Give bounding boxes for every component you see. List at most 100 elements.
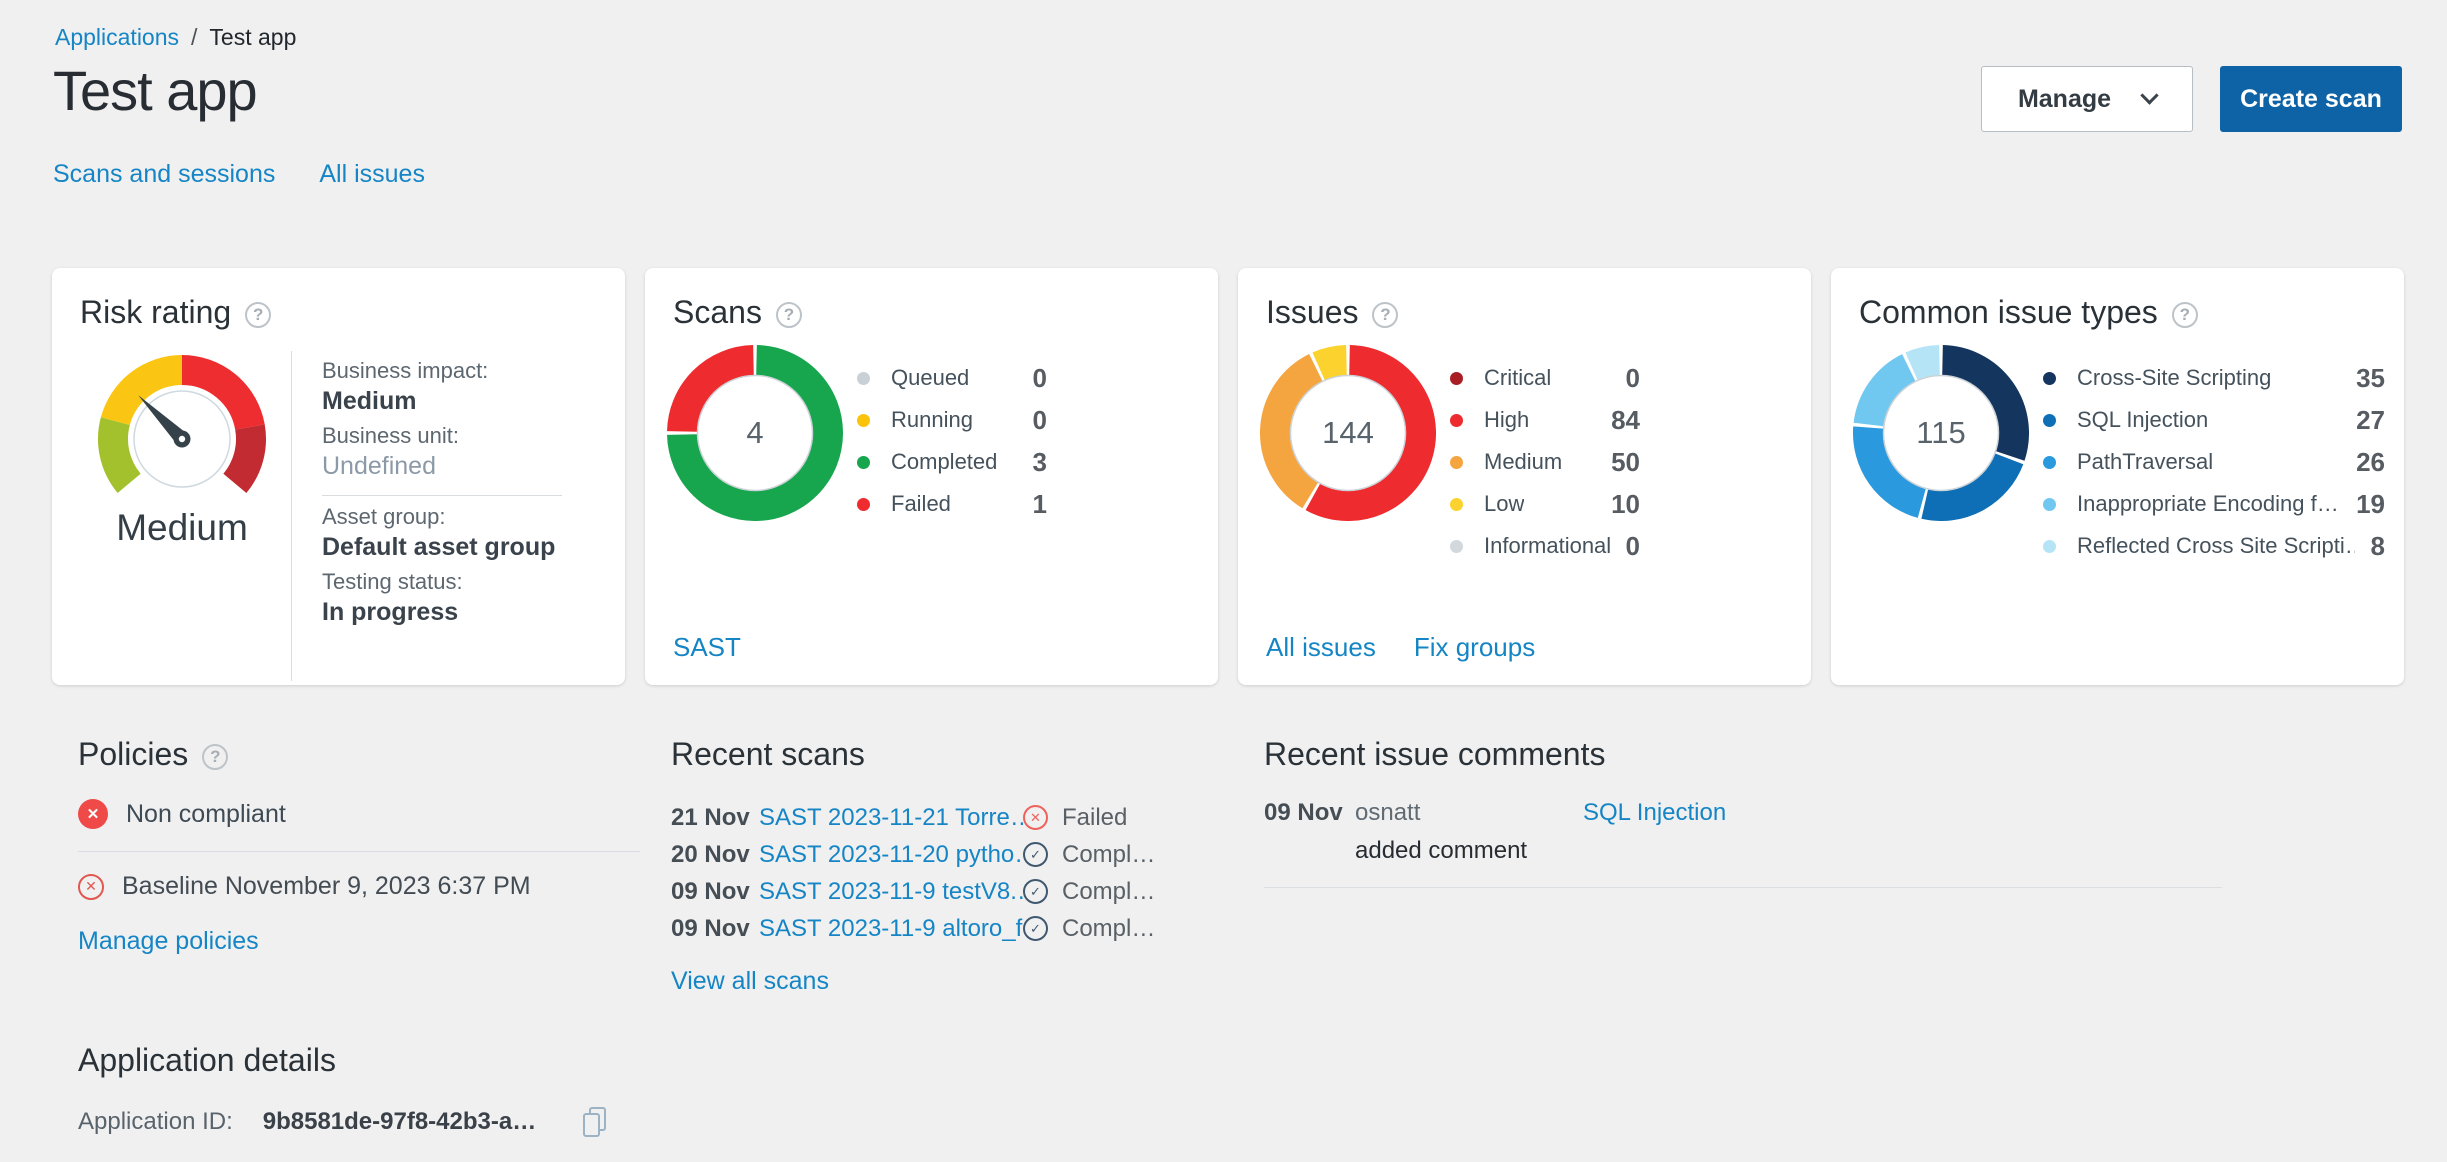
divider [1264, 887, 2222, 888]
policy-status: Non compliant [78, 799, 640, 852]
policy-baseline: Baseline November 9, 2023 6:37 PM [78, 872, 640, 901]
medium-dot [1450, 455, 1463, 469]
failed-status-icon [1023, 805, 1048, 830]
business-impact-label: Business impact: [322, 358, 489, 383]
risk-rating-title: Risk rating [80, 294, 232, 330]
common-issue-types-title: Common issue types [1859, 294, 2158, 330]
help-icon[interactable] [202, 743, 229, 770]
policies-section: Policies Non compliant Baseline November… [78, 736, 640, 956]
legend-row: Inappropriate Encoding f… 19 [2043, 483, 2385, 525]
legend-row: PathTraversal 26 [2043, 441, 2385, 483]
help-icon[interactable] [245, 301, 272, 328]
application-id-value: 9b8581de-97f8-42b3-a… [262, 1108, 537, 1135]
scan-row: 21 Nov SAST 2023-11-21 Torre… Failed [671, 799, 1219, 836]
policies-title: Policies [78, 736, 189, 772]
page-nav: Scans and sessions All issues [53, 160, 425, 189]
scan-row: 09 Nov SAST 2023-11-9 altoro_f… Compl… [671, 910, 1219, 947]
risk-info: Business impact: Medium Business unit: U… [291, 351, 562, 681]
scans-and-sessions-link[interactable]: Scans and sessions [53, 160, 276, 188]
informational-dot [1450, 539, 1463, 553]
high-dot [1450, 413, 1463, 427]
testing-status-value: In progress [322, 598, 459, 626]
issues-title: Issues [1266, 294, 1359, 330]
legend-row: Failed 1 [857, 483, 1047, 525]
manage-button[interactable]: Manage [1981, 66, 2193, 132]
sql-injection-dot [2043, 413, 2056, 427]
path-traversal-dot [2043, 455, 2056, 469]
low-dot [1450, 497, 1463, 511]
scan-link[interactable]: SAST 2023-11-9 altoro_f… [759, 914, 1023, 942]
completed-status-icon [1023, 842, 1048, 867]
fix-groups-link[interactable]: Fix groups [1413, 632, 1536, 662]
page-title: Test app [53, 59, 258, 122]
chevron-down-icon [2140, 85, 2159, 105]
non-compliant-icon [78, 799, 108, 829]
common-issue-types-card: Common issue types 115 Cross-Site Script… [1831, 268, 2404, 685]
scan-row: 09 Nov SAST 2023-11-9 testV8.… Compl… [671, 873, 1219, 910]
legend-row: SQL Injection 27 [2043, 399, 2385, 441]
business-unit-label: Business unit: [322, 423, 459, 448]
queued-dot [857, 371, 870, 385]
baseline-failed-icon [78, 873, 104, 900]
reflected-xss-dot [2043, 539, 2056, 553]
view-all-scans-link[interactable]: View all scans [671, 967, 829, 995]
scans-title: Scans [673, 294, 762, 330]
types-total: 115 [1916, 415, 1966, 450]
legend-row: Medium 50 [1450, 441, 1640, 483]
issues-donut-chart: 144 [1260, 345, 1436, 521]
testing-status-label: Testing status: [322, 569, 463, 594]
breadcrumb-current: Test app [209, 24, 297, 50]
copy-icon[interactable] [580, 1105, 610, 1139]
all-issues-card-link[interactable]: All issues [1266, 632, 1376, 662]
asset-group-value: Default asset group [322, 533, 556, 561]
create-scan-button-label: Create scan [2240, 84, 2382, 113]
help-icon[interactable] [1372, 301, 1399, 328]
risk-gauge-label: Medium [116, 507, 248, 548]
issues-legend: Critical 0 High 84 Medium 50 [1450, 357, 1640, 567]
scans-card: Scans 4 Queued 0 Running 0 [645, 268, 1218, 685]
sast-link[interactable]: SAST [673, 632, 741, 662]
risk-gauge: Medium [80, 345, 291, 681]
completed-status-icon [1023, 916, 1048, 941]
application-id-label: Application ID: [78, 1108, 233, 1135]
recent-scans-section: Recent scans 21 Nov SAST 2023-11-21 Torr… [671, 736, 1219, 996]
help-icon[interactable] [2171, 301, 2198, 328]
breadcrumb: Applications / Test app [55, 24, 296, 51]
application-details-title: Application details [78, 1042, 336, 1078]
help-icon[interactable] [775, 301, 802, 328]
comment-action: added comment [1355, 837, 1528, 864]
asset-group-label: Asset group: [322, 504, 446, 529]
comment-user: osnatt [1355, 799, 1421, 826]
scan-row: 20 Nov SAST 2023-11-20 pytho… Compl… [671, 836, 1219, 873]
issues-total: 144 [1322, 415, 1374, 450]
types-legend: Cross-Site Scripting 35 SQL Injection 27… [2043, 357, 2385, 567]
legend-row: Critical 0 [1450, 357, 1640, 399]
scan-link[interactable]: SAST 2023-11-21 Torre… [759, 803, 1023, 831]
comment-issue-link[interactable]: SQL Injection [1583, 799, 1727, 826]
completed-dot [857, 455, 870, 469]
critical-dot [1450, 371, 1463, 385]
breadcrumb-applications-link[interactable]: Applications [55, 24, 180, 50]
all-issues-link[interactable]: All issues [319, 160, 425, 188]
recent-scans-title: Recent scans [671, 736, 865, 772]
create-scan-button[interactable]: Create scan [2220, 66, 2402, 132]
divider [322, 495, 562, 496]
legend-row: Cross-Site Scripting 35 [2043, 357, 2385, 399]
breadcrumb-separator: / [191, 24, 198, 50]
scan-link[interactable]: SAST 2023-11-9 testV8.… [759, 877, 1023, 905]
scans-total: 4 [746, 415, 764, 450]
risk-rating-card: Risk rating Medium Business impact: Medi… [52, 268, 625, 685]
failed-dot [857, 497, 870, 511]
xss-dot [2043, 371, 2056, 385]
risk-gauge-chart [92, 345, 272, 503]
summary-cards-row: Risk rating Medium Business impact: Medi… [52, 268, 2404, 685]
policy-status-text: Non compliant [126, 799, 286, 828]
scan-link[interactable]: SAST 2023-11-20 pytho… [759, 840, 1023, 868]
legend-row: Completed 3 [857, 441, 1047, 483]
manage-policies-link[interactable]: Manage policies [78, 927, 259, 955]
scans-donut-chart: 4 [667, 345, 843, 521]
business-unit-value: Undefined [322, 452, 436, 480]
legend-row: Reflected Cross Site Scripti… 8 [2043, 525, 2385, 567]
legend-row: Low 10 [1450, 483, 1640, 525]
